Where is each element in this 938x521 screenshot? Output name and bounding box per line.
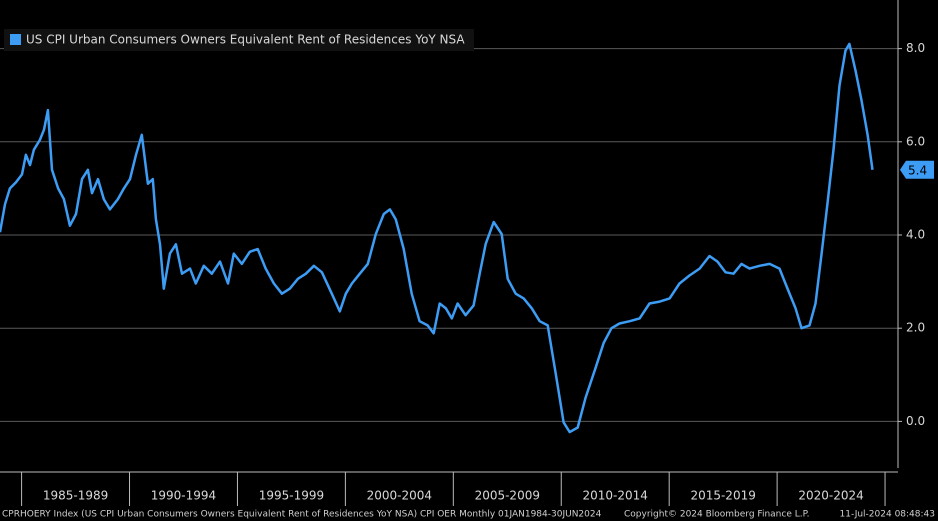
last-value-label: 5.4 [908,163,927,177]
x-tick-label: 1985-1989 [43,489,108,503]
footer-source: CPRHOERY Index (US CPI Urban Consumers O… [2,510,602,520]
y-tick-label: 4.0 [906,228,925,242]
y-tick-label: 0.0 [906,414,925,428]
x-tick-label: 2015-2019 [690,489,755,503]
x-tick-label: 1990-1994 [151,489,216,503]
y-tick-label: 6.0 [906,134,925,148]
y-tick-label: 2.0 [906,321,925,335]
footer-timestamp: 11-Jul-2024 08:48:43 [840,510,936,520]
y-tick-label: 8.0 [906,41,925,55]
legend-swatch [10,34,21,45]
legend-bg [4,29,474,51]
legend-label: US CPI Urban Consumers Owners Equivalent… [26,33,465,47]
last-value-box [900,160,934,179]
series-line [0,42,874,434]
x-tick-label: 2005-2009 [475,489,540,503]
x-tick-label: 2010-2014 [583,489,648,503]
x-tick-label: 1995-1999 [259,489,324,503]
x-tick-label: 2000-2004 [367,489,432,503]
x-tick-label: 2020-2024 [798,489,863,503]
footer-copyright: Copyright© 2024 Bloomberg Finance L.P. [624,510,809,520]
